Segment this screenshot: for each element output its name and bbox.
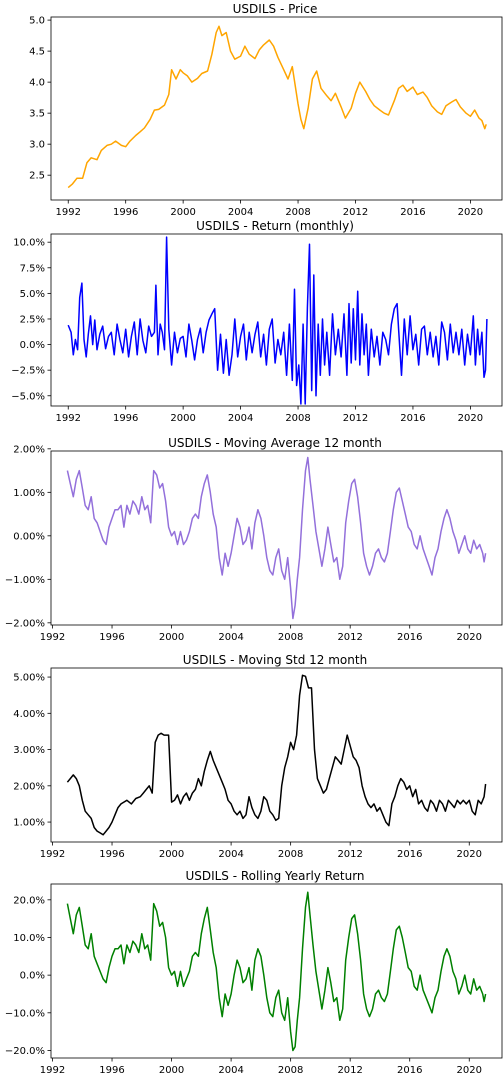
y-tick-label: 4.0	[29, 78, 45, 89]
y-tick-label: 20.0%	[13, 895, 45, 906]
x-tick-label: 2012	[337, 1065, 362, 1076]
x-tick-label: 2020	[457, 849, 482, 860]
x-tick-label: 1992	[56, 207, 81, 218]
panel-price: USDILS - Price 1992 1996 2000 2004 2008 2012 2…	[29, 2, 503, 218]
x-tick-label: 1996	[113, 207, 138, 218]
x-tick-label: 2016	[400, 413, 425, 424]
axes-frame	[50, 233, 503, 407]
series-line	[66, 891, 487, 1052]
x-tick-label: 2004	[218, 632, 243, 643]
axes-frame	[50, 16, 503, 201]
panel-title: USDILS - Moving Average 12 month	[168, 436, 382, 450]
x-tick-label: 2016	[397, 849, 422, 860]
y-tick-label: −1.00%	[5, 575, 45, 586]
x-tick-label: 2020	[457, 1065, 482, 1076]
x-tick-label: 2020	[458, 207, 483, 218]
x-tick-label: 1992	[40, 849, 65, 860]
x-tick-label: 2004	[218, 1065, 243, 1076]
panel-title: USDILS - Rolling Yearly Return	[185, 869, 364, 883]
x-tick-label: 1996	[99, 1065, 124, 1076]
series-line	[66, 456, 487, 620]
y-tick-label: −2.5%	[11, 366, 45, 377]
axes-frame	[50, 450, 503, 626]
x-tick-label: 2004	[228, 207, 253, 218]
panel-title: USDILS - Return (monthly)	[196, 219, 354, 233]
series-line	[67, 25, 487, 189]
series-line	[67, 236, 488, 405]
x-tick-label: 2012	[343, 413, 368, 424]
x-tick-label: 1996	[99, 632, 124, 643]
series-line	[66, 674, 487, 836]
panel-rolling-yearly-return: USDILS - Rolling Yearly Return 1992 1996 2…	[5, 869, 503, 1076]
x-tick-label: 2000	[159, 1065, 184, 1076]
y-tick-label: 4.5	[29, 47, 45, 58]
panel-monthly-return: USDILS - Return (monthly) 1992 1996 2000 20…	[11, 219, 503, 424]
axes-frame	[50, 883, 503, 1059]
y-tick-label: 2.00%	[13, 781, 45, 792]
y-tick-label: 4.00%	[13, 709, 45, 720]
y-tick-label: 10.0%	[13, 933, 45, 944]
panel-moving-average: USDILS - Moving Average 12 month 1992 199…	[5, 436, 503, 643]
x-tick-label: 2008	[285, 413, 310, 424]
x-tick-label: 2004	[228, 413, 253, 424]
x-tick-label: 1996	[99, 849, 124, 860]
panel-title: USDILS - Price	[233, 2, 318, 16]
x-tick-label: 2004	[218, 849, 243, 860]
x-tick-label: 2016	[397, 632, 422, 643]
y-tick-label: −2.00%	[5, 618, 45, 629]
y-tick-label: 2.5%	[20, 314, 45, 325]
x-tick-label: 1992	[40, 1065, 65, 1076]
x-tick-label: 1996	[113, 413, 138, 424]
y-tick-label: 3.00%	[13, 745, 45, 756]
y-tick-label: 5.0	[29, 16, 45, 27]
y-tick-label: −10.0%	[5, 1008, 45, 1019]
y-tick-label: 1.00%	[13, 488, 45, 499]
x-tick-label: 1992	[40, 632, 65, 643]
x-tick-label: 2000	[170, 413, 195, 424]
y-tick-label: 2.00%	[13, 444, 45, 455]
y-tick-label: 7.5%	[20, 263, 45, 274]
x-tick-label: 2012	[343, 207, 368, 218]
panel-title: USDILS - Moving Std 12 month	[183, 653, 367, 667]
x-tick-label: 2016	[400, 207, 425, 218]
x-tick-label: 2020	[458, 413, 483, 424]
x-tick-label: 2008	[278, 1065, 303, 1076]
y-tick-label: 10.0%	[13, 238, 45, 249]
x-tick-label: 2000	[159, 632, 184, 643]
y-tick-label: 3.0	[29, 140, 45, 151]
x-tick-label: 2012	[337, 632, 362, 643]
y-tick-label: 5.00%	[13, 673, 45, 684]
panel-moving-std: USDILS - Moving Std 12 month 1992 1996 200…	[13, 653, 503, 860]
x-tick-label: 2000	[170, 207, 195, 218]
y-tick-label: 0.0%	[20, 340, 45, 351]
x-tick-label: 2016	[397, 1065, 422, 1076]
x-tick-label: 2008	[278, 849, 303, 860]
y-tick-label: 3.5	[29, 109, 45, 120]
x-tick-label: 2012	[337, 849, 362, 860]
y-tick-label: −5.0%	[11, 391, 45, 402]
x-tick-label: 2008	[285, 207, 310, 218]
x-tick-label: 2020	[457, 632, 482, 643]
x-tick-label: 1992	[56, 413, 81, 424]
y-tick-label: 2.5	[29, 171, 45, 182]
y-tick-label: 0.0%	[20, 971, 45, 982]
y-tick-label: 1.00%	[13, 818, 45, 829]
x-tick-label: 2000	[159, 849, 184, 860]
x-tick-label: 2008	[278, 632, 303, 643]
y-tick-label: 0.00%	[13, 531, 45, 542]
y-tick-label: 5.0%	[20, 289, 45, 300]
axes-frame	[50, 667, 503, 843]
y-tick-label: −20.0%	[5, 1046, 45, 1057]
